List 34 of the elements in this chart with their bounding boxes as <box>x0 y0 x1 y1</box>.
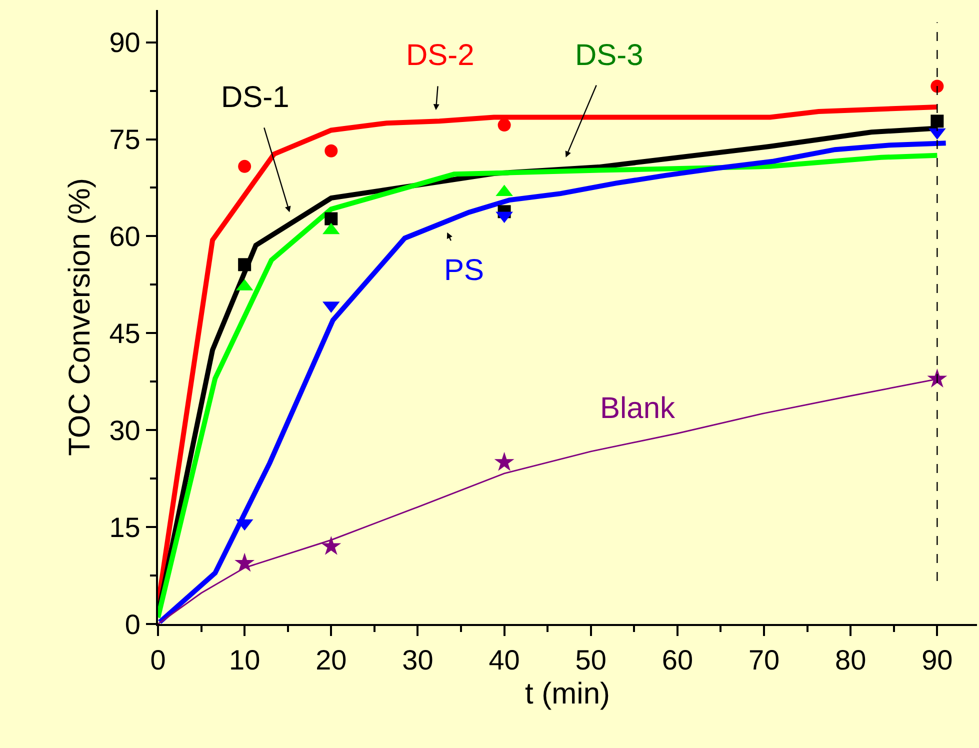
annotation: Blank <box>600 392 676 425</box>
point <box>238 258 252 272</box>
x-tick-label: 20 <box>316 644 347 676</box>
point <box>494 452 514 471</box>
y-tick-label: 90 <box>109 27 140 58</box>
x-tick-label: 30 <box>402 644 434 676</box>
x-tick-label: 90 <box>922 644 953 676</box>
point <box>498 118 511 132</box>
point <box>930 80 944 93</box>
x-tick-label: 10 <box>229 644 260 676</box>
x-tick-label: 50 <box>575 644 606 676</box>
y-tick-label: 30 <box>109 414 140 446</box>
annotation: DS-2 <box>406 39 474 72</box>
annotation: PS <box>444 254 484 287</box>
y-tick-label: 75 <box>109 124 140 156</box>
y-tick-label: 45 <box>109 318 140 349</box>
y-tick-label: 0 <box>124 608 140 640</box>
x-axis-title: t (min) <box>525 678 610 711</box>
annotation: DS-1 <box>221 81 290 114</box>
y-axis-title: TOC Conversion (%) <box>64 178 97 456</box>
x-tick-label: 70 <box>748 644 780 676</box>
annotation: DS-3 <box>575 39 644 72</box>
point <box>930 114 944 128</box>
point <box>234 552 255 572</box>
y-tick-label: 15 <box>109 512 140 543</box>
x-tick-label: 60 <box>662 644 694 676</box>
point <box>324 144 338 158</box>
x-tick-label: 40 <box>488 644 520 676</box>
point <box>321 536 342 555</box>
y-tick-label: 60 <box>109 221 140 252</box>
x-tick-label: 80 <box>835 644 866 676</box>
point <box>324 212 338 226</box>
point <box>238 160 252 173</box>
x-tick-label: 0 <box>150 644 166 676</box>
